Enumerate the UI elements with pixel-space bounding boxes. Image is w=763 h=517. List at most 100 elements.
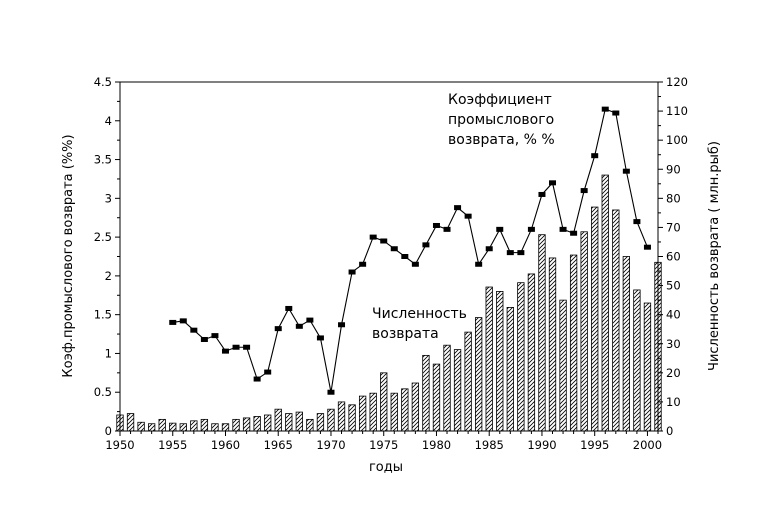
bar [443,344,451,432]
bar [390,392,398,432]
line-point [570,230,578,236]
line-point [369,234,377,240]
bar [496,290,504,432]
line-point [538,191,546,197]
y-left-tick-label: 1 [105,346,112,360]
y-axis-right: 0 10 20 30 40 50 60 70 80 90 100 110 120 [658,75,688,438]
y-right-tick-label: 90 [666,162,681,176]
line-point [506,250,514,256]
bar [601,174,609,432]
bar [295,411,303,432]
line-series [169,106,651,395]
bar [126,413,135,432]
line-point [517,250,525,256]
bar [569,254,578,432]
bar [337,401,346,432]
bar [464,331,472,432]
line-annotation-2: промыслового [448,112,554,128]
bar [316,413,325,432]
series-line [172,108,648,393]
plot-frame [119,81,659,432]
line-point [601,106,609,112]
bar-series [116,174,662,432]
line-point [549,180,557,186]
line-point [422,242,430,248]
x-tick-label: 1970 [316,438,345,452]
y-left-tick-label: 1.5 [94,308,112,322]
y-left-tick-label: 0 [105,424,112,438]
line-annotation-3: возврата, % % [448,132,555,148]
y-right-tick-label: 70 [666,220,681,234]
bar [475,317,483,432]
bar [506,306,514,432]
line-point [390,246,398,252]
line-point [190,327,198,333]
line-point [316,335,324,341]
bar [274,408,282,432]
bar-annotation-1: Численность [372,306,467,322]
bar [327,408,335,432]
line-point [464,213,472,219]
bar [253,416,261,432]
line-point [496,226,504,232]
bar [485,286,493,432]
bar [401,388,409,432]
y-right-tick-label: 40 [666,308,681,322]
bar [369,392,377,432]
y-left-tick-label: 0.5 [94,385,112,399]
bar [147,423,156,432]
bar [432,363,441,432]
y-left-tick-label: 2 [105,269,112,283]
line-point [443,226,451,232]
y-right-tick-label: 0 [666,424,673,438]
x-tick-label: 1965 [264,438,293,452]
line-point [274,326,282,332]
bar [211,423,219,432]
bar [612,209,620,432]
y-axis-left-title: Коэф.промыслового возврата (%%) [61,134,76,377]
line-point [359,261,367,267]
y-left-tick-label: 3 [105,191,112,205]
line-point [475,261,483,267]
line-point [232,344,240,350]
x-tick-label: 1960 [211,438,240,452]
bar [158,418,166,432]
bar [559,299,567,432]
bar [380,372,388,432]
x-tick-label: 1975 [369,438,398,452]
x-tick-label: 1950 [105,438,134,452]
bar [643,302,652,432]
bar [411,382,420,432]
line-annotation-1: Коэффициент [448,92,552,108]
y-right-tick-label: 20 [666,366,681,380]
line-point [580,188,588,194]
bar [137,421,145,432]
x-tick-label: 2000 [633,438,662,452]
bar [633,289,641,432]
line-point [527,226,535,232]
bar [306,418,314,432]
y-right-tick-label: 80 [666,191,681,205]
line-point [432,222,440,228]
x-tick-label: 1995 [580,438,609,452]
line-point [633,219,641,225]
y-right-tick-label: 30 [666,337,681,351]
line-point [612,110,620,116]
bar [264,414,272,432]
bar-annotation-2: возврата [372,326,439,342]
line-point [348,269,356,275]
line-point [411,261,419,267]
line-point [559,226,567,232]
y-right-tick-label: 10 [666,395,681,409]
line-point [200,336,208,342]
bar [242,417,251,432]
line-point [591,153,599,159]
line-point [211,333,219,339]
line-point [295,323,303,329]
bar [580,231,588,432]
bar [538,234,546,432]
y-left-tick-label: 4.5 [94,75,112,89]
line-point [179,318,187,324]
y-right-tick-label: 110 [666,104,688,118]
y-axis-right-title: Численность возврата ( млн.рыб) [707,141,722,371]
